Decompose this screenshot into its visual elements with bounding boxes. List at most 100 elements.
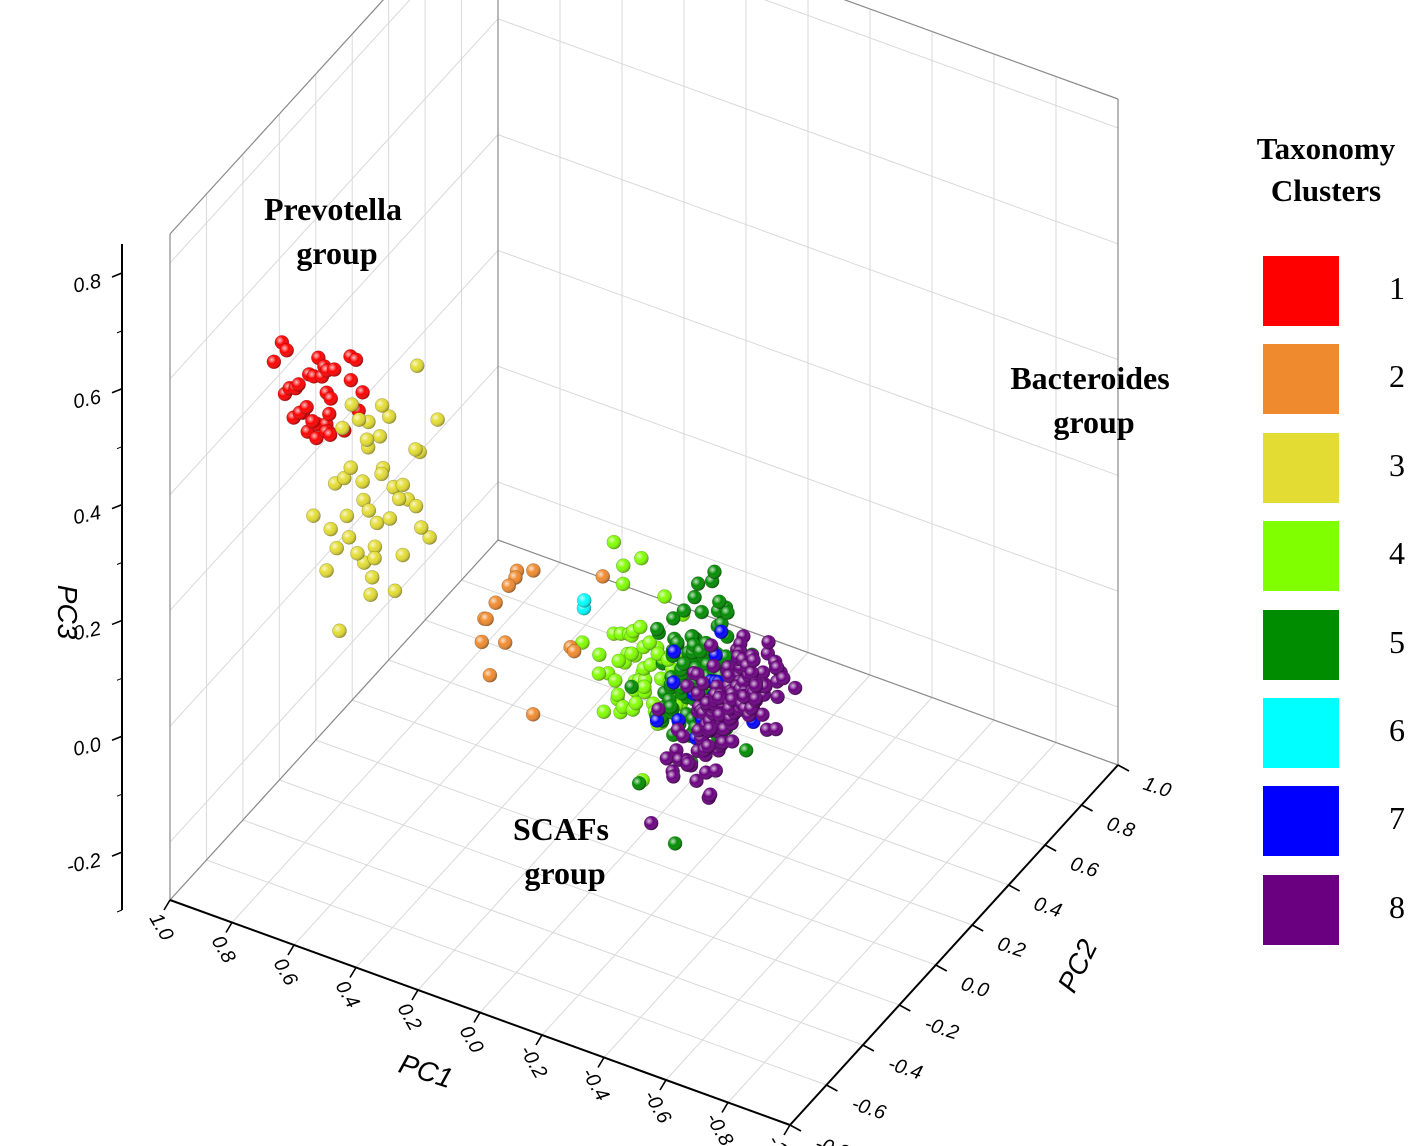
point-shine — [342, 530, 357, 545]
point-cluster-1 — [348, 352, 364, 368]
pc1-tick — [225, 922, 233, 933]
point-cluster-3 — [430, 412, 445, 427]
point-shine — [567, 644, 582, 659]
pc3-minor-tick — [116, 909, 123, 913]
point-shine — [395, 548, 410, 563]
point-shine — [365, 570, 380, 585]
pc3-minor-tick — [116, 562, 123, 565]
point-shine — [606, 535, 621, 550]
pc1-tick — [535, 1034, 543, 1046]
pc1-tick-label: 1.0 — [145, 909, 178, 944]
point-shine — [291, 377, 306, 392]
point-shine — [327, 362, 342, 377]
point-cluster-2 — [479, 611, 494, 627]
floor-grid-line — [461, 579, 1082, 806]
point-shine — [422, 530, 437, 545]
point-cluster-8 — [761, 634, 776, 650]
point-shine — [666, 769, 681, 784]
floor-grid-line — [242, 819, 864, 1046]
side-wall-grid-line — [169, 0, 411, 264]
legend-label: 3 — [1389, 446, 1405, 483]
point-cluster-4 — [650, 646, 666, 662]
point-cluster-7 — [649, 713, 665, 728]
point-shine — [409, 499, 424, 514]
point-shine — [488, 595, 503, 610]
pc2-tick — [971, 924, 984, 932]
point-cluster-8 — [689, 773, 704, 789]
point-cluster-8 — [643, 815, 659, 831]
point-shine — [676, 656, 691, 671]
point-shine — [322, 406, 337, 421]
point-cluster-1 — [279, 342, 295, 358]
point-cluster-3 — [374, 466, 389, 482]
point-shine — [680, 679, 695, 694]
point-cluster-3 — [323, 521, 338, 537]
pc3-minor-tick — [116, 851, 123, 855]
point-shine — [744, 665, 759, 680]
legend-label: 5 — [1389, 623, 1405, 660]
point-cluster-4 — [634, 550, 649, 566]
point-cluster-3 — [332, 623, 347, 639]
floor-grid-line — [388, 659, 1009, 886]
pc2-tick-label: 0.4 — [1031, 893, 1064, 923]
point-shine — [335, 421, 350, 436]
point-shine — [410, 358, 425, 373]
pc1-tick-label: -1.0 — [763, 1132, 799, 1146]
point-shine — [479, 612, 494, 627]
point-cluster-3 — [344, 397, 360, 412]
point-cluster-8 — [651, 702, 666, 717]
bacteroides-label: Bacteroides group — [1010, 360, 1177, 440]
point-cluster-3 — [382, 511, 398, 526]
pc1-tick — [411, 989, 419, 1001]
legend-item-3: 3 — [1263, 432, 1413, 503]
point-shine — [350, 546, 365, 561]
point-shine — [770, 660, 785, 675]
pc3-minor-tick — [116, 677, 123, 681]
legend-label: 8 — [1389, 888, 1405, 925]
pc2-tick — [1117, 764, 1130, 772]
point-shine — [666, 611, 681, 626]
point-cluster-4 — [615, 558, 631, 573]
point-shine — [344, 397, 359, 412]
pc3-tick-label: 0.8 — [71, 270, 103, 297]
point-cluster-4 — [615, 576, 631, 592]
point-cluster-5 — [690, 576, 706, 591]
point-shine — [382, 409, 397, 424]
point-shine — [306, 508, 321, 523]
point-cluster-7 — [666, 644, 682, 659]
point-cluster-3 — [355, 474, 370, 489]
legend-swatch — [1263, 698, 1339, 768]
point-cluster-8 — [746, 653, 761, 668]
side-wall-grid-line — [169, 134, 499, 495]
point-cluster-5 — [707, 564, 722, 580]
point-cluster-4 — [628, 695, 644, 711]
floor-grid-line — [206, 859, 827, 1086]
pc1-tick-label: -0.6 — [639, 1087, 676, 1129]
legend-item-1: 1 — [1263, 256, 1413, 326]
point-shine — [370, 515, 385, 530]
point-shine — [707, 564, 722, 579]
point-shine — [323, 522, 338, 537]
point-shine — [632, 776, 647, 791]
point-shine — [337, 471, 352, 486]
point-shine — [770, 689, 785, 704]
pc3-tick-label: -0.2 — [65, 849, 103, 878]
point-shine — [372, 429, 387, 444]
point-shine — [755, 707, 770, 722]
pc1-tick — [783, 1124, 791, 1136]
pc1-tick-label: 0.0 — [455, 1022, 488, 1057]
pc1-tick-label: 0.6 — [269, 954, 302, 990]
point-shine — [408, 442, 423, 457]
point-cluster-8 — [675, 728, 691, 744]
point-shine — [363, 587, 378, 602]
point-cluster-5 — [665, 611, 681, 626]
point-shine — [266, 354, 281, 369]
pc3-minor-tick — [116, 272, 123, 276]
point-shine — [395, 477, 410, 492]
point-cluster-2 — [482, 667, 498, 683]
point-shine — [691, 576, 706, 591]
point-shine — [359, 432, 374, 447]
pc1-tick — [163, 899, 171, 911]
point-shine — [650, 646, 665, 661]
point-shine — [375, 398, 390, 413]
